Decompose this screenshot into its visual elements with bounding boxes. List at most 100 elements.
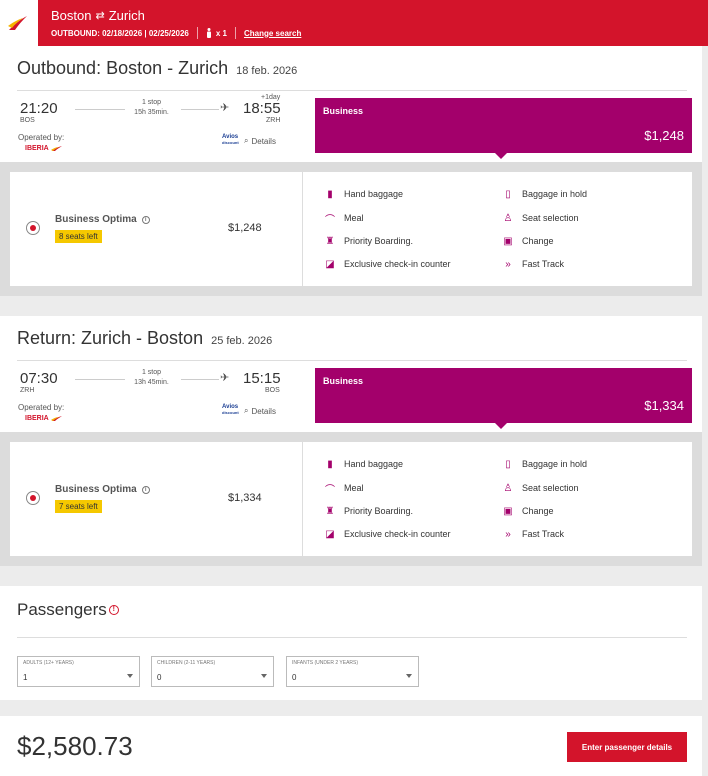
airline-logo[interactable] (0, 0, 36, 46)
outbound-panel: Outbound: Boston - Zurich 18 feb. 2026 21… (0, 46, 702, 296)
passenger-count-value: x 1 (215, 28, 227, 38)
feature-fast-track: » Fast Track (502, 528, 564, 540)
adults-select[interactable]: ADULTS (12+ YEARS) 1 (17, 656, 140, 687)
feature-label: Hand baggage (344, 189, 404, 199)
swap-icon: ⇄ (95, 10, 105, 22)
seats-left-badge: 8 seats left (55, 230, 102, 243)
feature-checkin: ◪ Exclusive check-in counter (324, 528, 450, 540)
feature-label: Change (522, 506, 554, 516)
adults-value: 1 (23, 673, 28, 682)
chevron-down-icon (127, 674, 133, 678)
return-details-link[interactable]: ⌕ Details (244, 406, 276, 416)
feature-label: Hand baggage (344, 459, 404, 469)
divider (17, 637, 687, 638)
outbound-date: 18 feb. 2026 (236, 65, 298, 77)
fare-radio[interactable] (26, 221, 40, 235)
info-icon[interactable]: i (141, 215, 150, 224)
seat-icon: ♙ (503, 212, 513, 224)
return-route: Return: Zurich - Boston (17, 328, 204, 348)
info-icon[interactable]: i (141, 485, 150, 494)
adults-label: ADULTS (12+ YEARS) (23, 660, 74, 666)
avios-badge[interactable]: Avios discount (222, 134, 239, 146)
cabin-name: Business (323, 106, 364, 116)
route: Boston ⇄ Zurich (51, 8, 145, 23)
return-business-cabin[interactable]: Business $1,334 (315, 368, 692, 429)
feature-label: Fast Track (522, 259, 565, 269)
feature-label: Baggage in hold (522, 459, 588, 469)
checkin-icon: ◪ (325, 258, 335, 270)
outbound-segment[interactable]: 21:20 BOS 1 stop 15h 35min. ✈ +1day 18:5… (17, 92, 295, 163)
avios-badge[interactable]: Avios discount (222, 404, 239, 416)
children-select[interactable]: CHILDREN (2-11 YEARS) 0 (151, 656, 274, 687)
hand-baggage-icon: ▮ (327, 188, 333, 200)
feature-checkin: ◪ Exclusive check-in counter (324, 258, 450, 270)
route-line (181, 109, 219, 110)
return-panel: Return: Zurich - Boston 25 feb. 2026 07:3… (0, 316, 702, 566)
fast-track-icon: » (505, 528, 511, 540)
return-segment[interactable]: 07:30 ZRH 1 stop 13h 45min. ✈ 15:15 BOS … (17, 362, 295, 433)
travel-dates: OUTBOUND: 02/18/2026 | 02/25/2026 (51, 28, 189, 38)
departure-airport: ZRH (20, 387, 35, 394)
divider (196, 27, 198, 39)
feature-label: Seat selection (522, 483, 579, 493)
route-line (75, 109, 125, 110)
enter-passenger-details-button[interactable]: Enter passenger details (567, 732, 687, 762)
search-summary-bar: Boston ⇄ Zurich OUTBOUND: 02/18/2026 | 0… (38, 0, 708, 46)
divider (302, 172, 303, 286)
fare-name: Business Optima i (55, 214, 150, 225)
feature-fast-track: » Fast Track (502, 258, 564, 270)
return-fare-card[interactable]: Business Optima i 7 seats left $1,334 ▮ H… (10, 442, 692, 556)
outbound-business-cabin[interactable]: Business $1,248 (315, 98, 692, 159)
calendar-change-icon: ▣ (503, 505, 513, 517)
return-flight-row: 07:30 ZRH 1 stop 13h 45min. ✈ 15:15 BOS … (0, 362, 702, 433)
children-value: 0 (157, 673, 162, 682)
walking-person-icon: ♜ (325, 505, 335, 517)
feature-meal: ⌒ Meal (324, 482, 364, 496)
checkin-icon: ◪ (325, 528, 335, 540)
feature-change: ▣ Change (502, 505, 554, 517)
flight-duration: 13h 45min. (134, 379, 169, 386)
avios-label: Avios (222, 404, 239, 410)
divider (17, 360, 687, 361)
walking-person-icon: ♜ (325, 235, 335, 247)
route-line (75, 379, 125, 380)
person-icon (206, 28, 211, 38)
iberia-mark-icon (50, 146, 62, 151)
avios-sub: discount (222, 410, 239, 415)
stops-count: 1 stop (141, 369, 162, 376)
fare-radio[interactable] (26, 491, 40, 505)
feature-label: Meal (344, 213, 364, 223)
fare-price: $1,248 (228, 222, 262, 234)
route-line (181, 379, 219, 380)
feature-baggage-hold: ▯ Baggage in hold (502, 458, 587, 470)
feature-hand-baggage: ▮ Hand baggage (324, 458, 403, 470)
carrier-name: IBERIA (25, 415, 49, 422)
carrier-logo: IBERIA (25, 145, 63, 152)
passengers-section: Passengers ! ADULTS (12+ YEARS) 1 CHILDR… (0, 586, 702, 700)
change-search-link[interactable]: Change search (244, 28, 302, 38)
outbound-details-link[interactable]: ⌕ Details (244, 136, 276, 146)
outbound-fare-card[interactable]: Business Optima i 8 seats left $1,248 ▮ H… (10, 172, 692, 286)
infants-label: INFANTS (UNDER 2 YEARS) (292, 660, 359, 666)
feature-label: Baggage in hold (522, 189, 588, 199)
plus-day-badge: +1day (261, 94, 281, 101)
cabin-price: $1,334 (644, 398, 684, 413)
plane-icon: ✈ (220, 372, 230, 384)
infants-select[interactable]: INFANTS (UNDER 2 YEARS) 0 (286, 656, 419, 687)
hand-baggage-icon: ▮ (327, 458, 333, 470)
arrival-airport: BOS (265, 387, 280, 394)
feature-hand-baggage: ▮ Hand baggage (324, 188, 403, 200)
chevron-down-icon (406, 674, 412, 678)
selected-notch (495, 153, 507, 159)
cabin-price: $1,248 (644, 128, 684, 143)
flight-duration: 15h 35min. (134, 109, 169, 116)
passengers-title-text: Passengers (17, 600, 107, 619)
feature-seat-selection: ♙ Seat selection (502, 482, 579, 494)
search-icon: ⌕ (244, 136, 249, 145)
avios-sub: discount (222, 140, 239, 145)
details-label: Details (251, 406, 276, 416)
iberia-logo-icon (8, 16, 27, 30)
plane-icon: ✈ (220, 102, 230, 114)
operated-by-label: Operated by: (18, 133, 65, 142)
alert-icon[interactable]: ! (108, 605, 119, 615)
